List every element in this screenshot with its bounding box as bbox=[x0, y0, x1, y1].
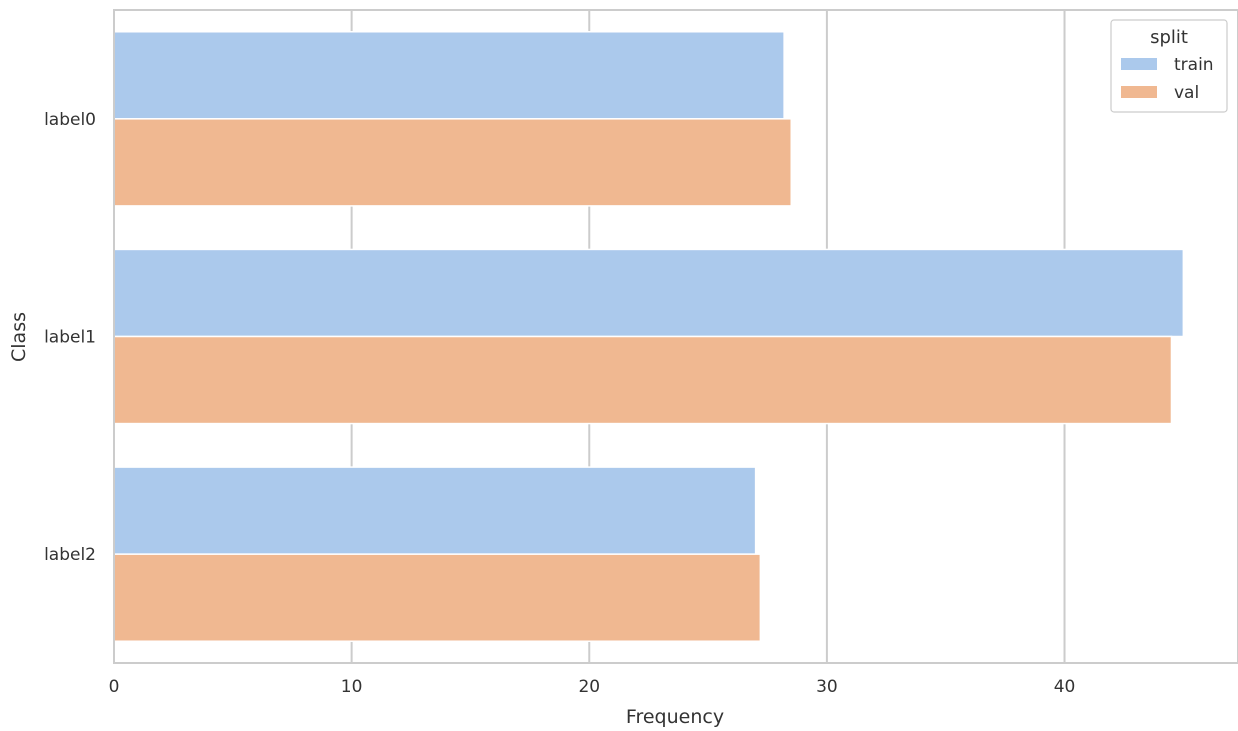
x-axis-label: Frequency bbox=[626, 706, 724, 728]
x-tick-label-4: 40 bbox=[1054, 677, 1076, 697]
bar-train-label2 bbox=[113, 466, 757, 555]
x-tick-label-0: 0 bbox=[109, 677, 120, 697]
legend: split train val bbox=[1110, 19, 1228, 113]
legend-label-train: train bbox=[1174, 55, 1214, 75]
bar-val-label2 bbox=[113, 553, 762, 642]
y-axis-label: Class bbox=[8, 312, 30, 362]
y-tick-label-1: label1 bbox=[44, 328, 96, 348]
bar-val-label0 bbox=[113, 118, 793, 207]
legend-title: split bbox=[1150, 27, 1188, 48]
bar-val-label1 bbox=[113, 335, 1173, 425]
bars bbox=[113, 31, 1185, 642]
x-tick-label-1: 10 bbox=[341, 677, 363, 697]
x-tick-label-3: 30 bbox=[816, 677, 838, 697]
bar-train-label0 bbox=[113, 31, 785, 120]
x-axis-ticks: 0 10 20 30 40 bbox=[109, 677, 1076, 697]
legend-label-val: val bbox=[1174, 83, 1199, 103]
y-axis-ticks: label0 label1 label2 bbox=[44, 110, 96, 565]
bar-train-label1 bbox=[113, 248, 1185, 338]
y-tick-label-2: label2 bbox=[44, 545, 96, 565]
y-tick-label-0: label0 bbox=[44, 110, 96, 130]
x-tick-label-2: 20 bbox=[578, 677, 600, 697]
legend-swatch-train bbox=[1121, 58, 1157, 70]
legend-swatch-val bbox=[1121, 86, 1157, 98]
plot-frame bbox=[113, 9, 1238, 664]
